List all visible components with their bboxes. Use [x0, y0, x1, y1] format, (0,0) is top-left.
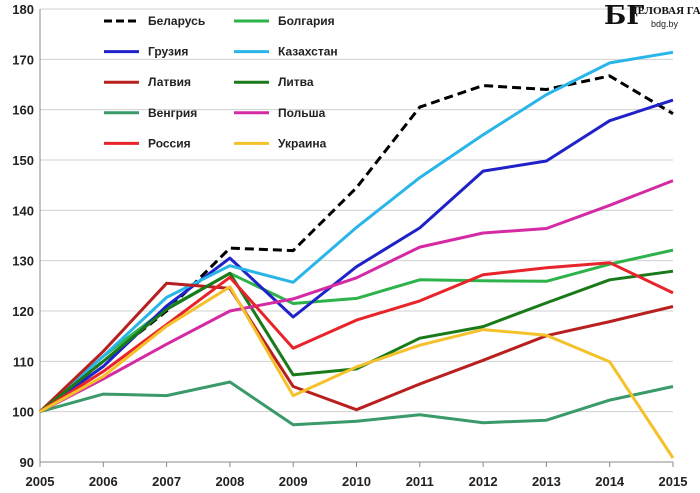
series-line: [39, 269, 674, 413]
y-tick-label: 90: [20, 455, 34, 470]
x-tick-label: 2011: [406, 474, 434, 489]
series-line: [39, 380, 674, 427]
series-line: [39, 98, 674, 413]
series-line: [39, 179, 674, 414]
legend-label: Болгария: [278, 14, 335, 28]
gridlines: [40, 8, 673, 463]
legend-label: Казахстан: [278, 45, 338, 59]
x-tick-label: 2009: [279, 474, 308, 489]
legend: Беларусь Болгария Грузия Казахстан Латвия Лит…: [104, 14, 338, 150]
series-line: [39, 50, 674, 413]
x-tick-label: 2012: [469, 474, 498, 489]
logo-mark: БГ: [604, 1, 644, 31]
y-tick-label: 130: [12, 254, 34, 269]
y-tick-label: 140: [12, 203, 34, 218]
x-tick-label: 2015: [659, 474, 688, 489]
legend-label: Литва: [278, 75, 314, 89]
y-tick-label: 110: [13, 354, 34, 369]
y-tick-label: 160: [12, 103, 34, 118]
y-tick-label: 170: [12, 52, 34, 67]
y-tick-label: 100: [12, 405, 34, 420]
logo-name: ДЕЛОВАЯ ГАЗЕТА: [630, 5, 700, 17]
x-tick-label: 2010: [342, 474, 371, 489]
legend-label: Польша: [278, 106, 326, 120]
x-tick-label: 2014: [595, 474, 625, 489]
legend-label: Латвия: [148, 75, 191, 89]
y-tick-labels: 90 100 110 120 130 140 150 160 170 180: [12, 2, 34, 470]
y-tick-label: 150: [12, 153, 34, 168]
legend-label: Венгрия: [148, 106, 197, 120]
legend-label: Россия: [148, 136, 191, 150]
logo-url: bdg.by: [651, 19, 679, 29]
series-line: [39, 261, 674, 413]
x-tick-labels: 2005 2006 2007 2008 2009 2010 2011 2012 2013 2014…: [26, 474, 688, 489]
legend-label: Беларусь: [148, 14, 205, 28]
logo: БГ ДЕЛОВАЯ ГАЗЕТА bdg.by: [604, 1, 700, 31]
legend-label: Украина: [278, 136, 327, 150]
x-tick-label: 2005: [26, 474, 55, 489]
series-line: [39, 285, 675, 459]
legend-label: Грузия: [148, 45, 188, 59]
series-line: [38, 281, 674, 413]
series-line: [39, 248, 674, 413]
x-tick-label: 2013: [532, 474, 561, 489]
x-tick-label: 2006: [89, 474, 118, 489]
x-tick-label: 2007: [152, 474, 181, 489]
y-tick-label: 120: [12, 304, 34, 319]
series-lines: [38, 50, 675, 459]
axes: [39, 9, 674, 467]
x-tick-label: 2008: [215, 474, 244, 489]
y-tick-label: 180: [12, 2, 34, 17]
